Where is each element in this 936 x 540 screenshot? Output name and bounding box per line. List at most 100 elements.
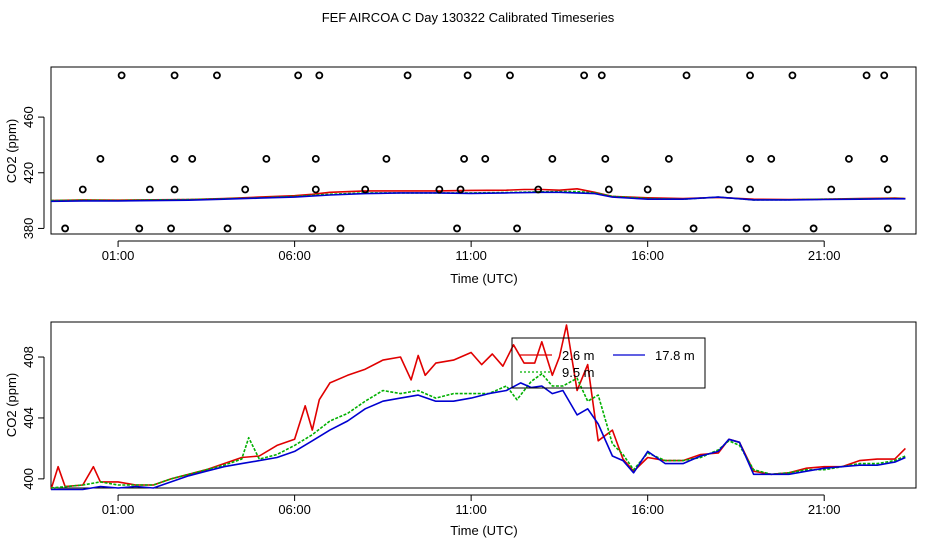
top-data-point bbox=[188, 154, 197, 163]
top-data-point bbox=[241, 185, 250, 194]
top-data-point bbox=[78, 185, 87, 194]
top-data-point bbox=[746, 71, 754, 80]
x-axis-label-top: Time (UTC) bbox=[450, 271, 517, 286]
top-data-point bbox=[880, 71, 889, 80]
top-data-point bbox=[456, 185, 465, 194]
top-data-point bbox=[643, 185, 652, 194]
top-data-point bbox=[463, 71, 472, 80]
bottom-y-tick-label: 400 bbox=[21, 468, 36, 490]
top-data-point bbox=[883, 224, 892, 233]
x-axis-bottom: 01:00 06:00 11:00 16:00 21:00 bbox=[102, 494, 841, 517]
top-data-point bbox=[809, 224, 818, 233]
top-data-point bbox=[742, 224, 751, 233]
y-axis-bottom: 400 404 408 bbox=[21, 346, 45, 490]
legend: 2.6 m 9.5 m 17.8 m bbox=[511, 337, 706, 389]
top-x-tick-label: 06:00 bbox=[278, 248, 311, 263]
top-data-point bbox=[604, 185, 613, 194]
legend-label-9-5m: 9.5 m bbox=[562, 365, 595, 380]
top-data-point bbox=[435, 185, 444, 194]
legend-label-17-8m: 17.8 m bbox=[655, 348, 695, 363]
top-data-point bbox=[548, 154, 557, 163]
top-data-point bbox=[170, 154, 179, 163]
legend-box bbox=[511, 337, 706, 389]
series-group-top bbox=[50, 188, 906, 203]
top-data-point bbox=[862, 71, 871, 80]
top-data-point bbox=[262, 154, 271, 163]
series-group-bottom bbox=[50, 324, 906, 491]
top-data-point bbox=[664, 154, 673, 163]
top-x-tick-label: 21:00 bbox=[808, 248, 841, 263]
top-data-point bbox=[883, 185, 892, 194]
top-data-point bbox=[117, 71, 126, 80]
y-axis-label-bottom: CO2 (ppm) bbox=[4, 373, 19, 437]
top-data-point bbox=[311, 185, 320, 194]
top-data-point bbox=[382, 154, 391, 163]
top-data-point bbox=[361, 185, 370, 194]
bottom-x-tick-label: 16:00 bbox=[631, 502, 664, 517]
top-data-point bbox=[481, 154, 490, 163]
top-data-point bbox=[135, 224, 144, 233]
points-group-top bbox=[61, 71, 892, 233]
bottom-y-tick-label: 404 bbox=[21, 407, 36, 429]
top-data-point bbox=[213, 71, 221, 80]
top-data-point bbox=[223, 224, 232, 233]
top-data-point bbox=[170, 71, 179, 80]
top-data-point bbox=[460, 154, 468, 163]
top-data-point bbox=[311, 154, 320, 163]
top-x-tick-label: 01:00 bbox=[102, 248, 135, 263]
top-data-point bbox=[827, 185, 836, 194]
top-data-point bbox=[403, 71, 412, 80]
bottom-series-2-6-m-line bbox=[50, 324, 906, 490]
x-axis-label-bottom: Time (UTC) bbox=[450, 523, 517, 538]
bottom-series-17-8-m-line bbox=[51, 382, 906, 491]
top-data-point bbox=[788, 71, 797, 80]
top-x-tick-label: 16:00 bbox=[631, 248, 664, 263]
panel-bottom: 01:00 06:00 11:00 16:00 21:00 400 404 408 Time… bbox=[4, 321, 917, 538]
top-data-point bbox=[453, 224, 461, 233]
top-data-point bbox=[580, 71, 589, 80]
top-data-point bbox=[604, 224, 613, 233]
plot-frame-top bbox=[50, 66, 917, 235]
bottom-x-tick-label: 21:00 bbox=[808, 502, 841, 517]
bottom-x-tick-label: 01:00 bbox=[102, 502, 135, 517]
top-data-point bbox=[308, 224, 317, 233]
top-data-point bbox=[61, 224, 70, 233]
top-data-point bbox=[597, 71, 606, 80]
top-y-tick-label: 460 bbox=[21, 106, 36, 128]
top-data-point bbox=[534, 185, 543, 194]
top-data-point bbox=[96, 154, 105, 163]
top-data-point bbox=[724, 185, 733, 194]
top-data-point bbox=[845, 154, 853, 163]
top-data-point bbox=[601, 154, 610, 163]
bottom-series-9-5-m-line bbox=[50, 372, 906, 489]
y-axis-label-top: CO2 (ppm) bbox=[4, 119, 19, 183]
plot-frame-bottom bbox=[50, 321, 917, 489]
top-data-point bbox=[689, 224, 698, 233]
top-data-point bbox=[767, 154, 776, 163]
top-series-2-6-m-line bbox=[50, 188, 906, 202]
top-series-17-8-m-line bbox=[50, 191, 906, 203]
x-axis-top: 01:00 06:00 11:00 16:00 21:00 bbox=[102, 240, 841, 263]
top-data-point bbox=[336, 224, 345, 233]
top-data-point bbox=[746, 154, 754, 163]
top-data-point bbox=[315, 71, 324, 80]
legend-label-2-6m: 2.6 m bbox=[562, 348, 595, 363]
bottom-y-tick-label: 408 bbox=[21, 346, 36, 368]
top-data-point bbox=[682, 71, 691, 80]
top-data-point bbox=[626, 224, 634, 233]
top-data-point bbox=[167, 224, 175, 233]
top-data-point bbox=[880, 154, 889, 163]
y-axis-top: 380 420 460 bbox=[21, 106, 45, 239]
top-data-point bbox=[145, 185, 154, 194]
panel-top: 01:00 06:00 11:00 16:00 21:00 380 420 460 Time… bbox=[4, 66, 917, 286]
top-y-tick-label: 420 bbox=[21, 162, 36, 184]
top-data-point bbox=[170, 185, 179, 194]
top-data-point bbox=[294, 71, 303, 80]
top-data-point bbox=[513, 224, 521, 233]
top-data-point bbox=[746, 185, 754, 194]
bottom-x-tick-label: 11:00 bbox=[455, 502, 487, 517]
bottom-x-tick-label: 06:00 bbox=[278, 502, 311, 517]
top-data-point bbox=[506, 71, 514, 80]
top-x-tick-label: 11:00 bbox=[455, 248, 487, 263]
